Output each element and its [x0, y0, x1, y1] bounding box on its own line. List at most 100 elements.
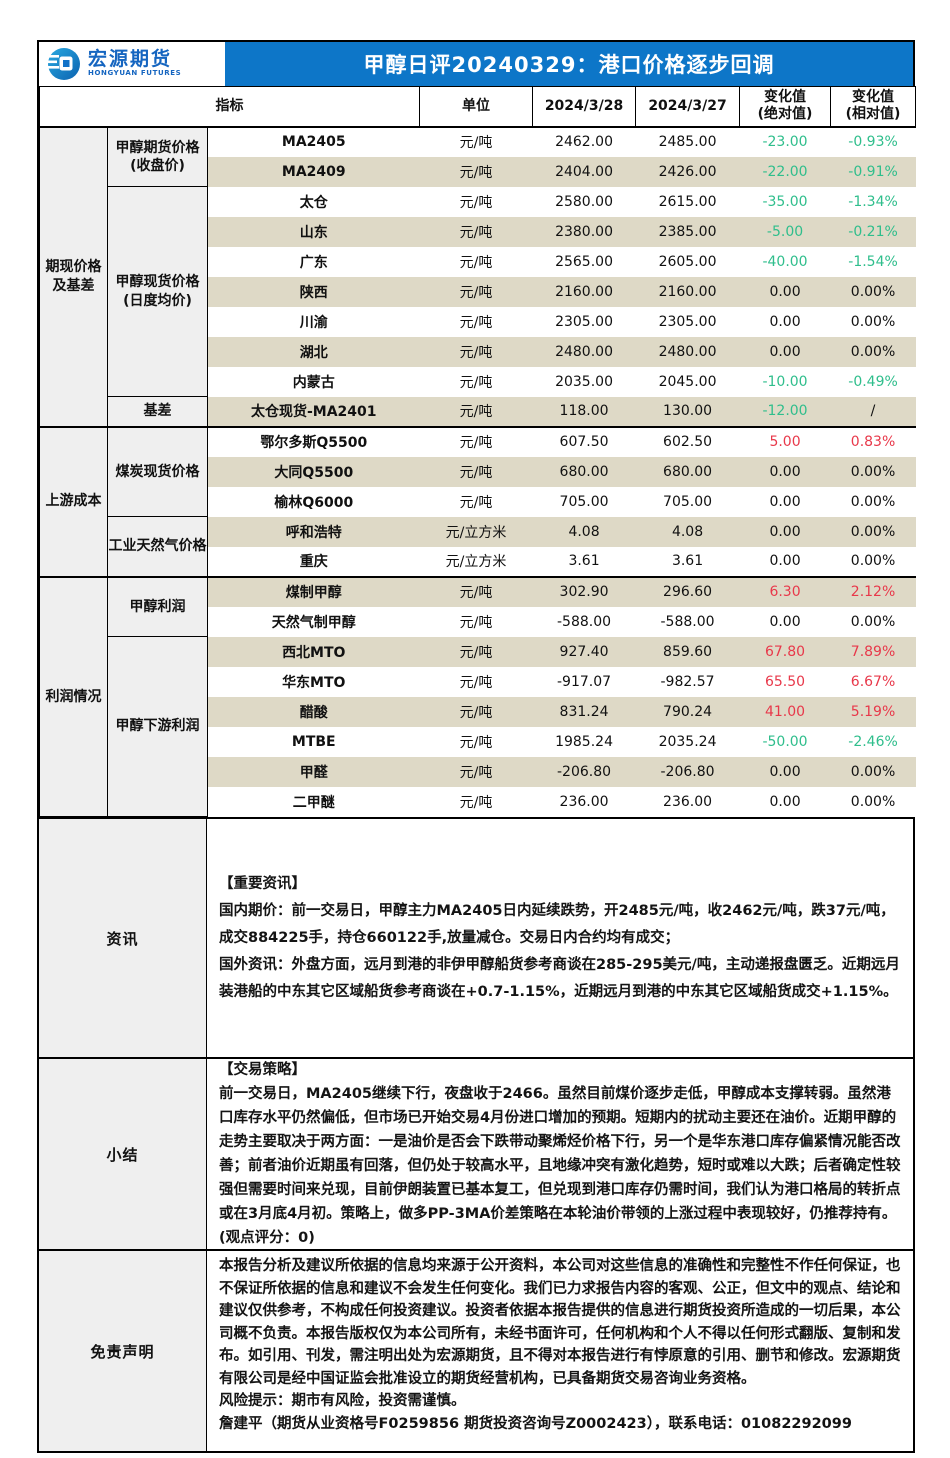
value-current-cell: 4.08: [532, 516, 636, 547]
value-current-cell: 302.90: [532, 575, 636, 607]
value-previous-cell: 2035.24: [635, 726, 740, 757]
col-header-unit: 单位: [419, 86, 534, 128]
unit-cell: 元/吨: [419, 216, 533, 247]
value-previous-cell: -206.80: [635, 756, 740, 787]
change-abs-cell: 5.00: [739, 425, 831, 457]
value-previous-cell: 2480.00: [635, 336, 740, 367]
unit-cell: 元/吨: [419, 306, 533, 337]
change-abs-cell: 0.00: [739, 456, 831, 487]
indicator-cell: 大同Q5500: [207, 456, 420, 487]
indicator-cell: 呼和浩特: [207, 516, 420, 547]
unit-cell: 元/吨: [419, 456, 533, 487]
indicator-cell: 湖北: [207, 336, 420, 367]
value-previous-cell: 705.00: [635, 486, 740, 517]
change-rel-cell: 0.00%: [830, 606, 916, 637]
indicator-cell: 二甲醚: [207, 786, 420, 817]
value-current-cell: -206.80: [532, 756, 636, 787]
change-abs-cell: 0.00: [739, 516, 831, 547]
value-previous-cell: 2385.00: [635, 216, 740, 247]
table-row: 甲醛 元/吨 -206.80 -206.80 0.00 0.00%: [40, 756, 916, 787]
table-row: 甲醇下游利润 西北MTO 元/吨 927.40 859.60 67.80 7.89%: [40, 636, 916, 817]
unit-cell: 元/吨: [419, 425, 533, 457]
change-abs-cell: -40.00: [739, 246, 831, 277]
value-current-cell: 2580.00: [532, 186, 636, 217]
col-header-date2: 2024/3/27: [635, 86, 741, 128]
unit-cell: 元/吨: [419, 696, 533, 727]
unit-cell: 元/吨: [419, 486, 533, 517]
indicator-cell: 鄂尔多斯Q5500: [207, 425, 420, 457]
value-previous-cell: 236.00: [635, 786, 740, 817]
unit-cell: 元/吨: [419, 726, 533, 757]
change-abs-cell: 0.00: [739, 306, 831, 337]
indicator-cell: 川渝: [207, 306, 420, 337]
note-paragraph: 前一交易日，MA2405继续下行，夜盘收于2466。虽然目前煤价逐步走低，甲醇成…: [219, 1086, 901, 1246]
group-label: 工业天然气价格: [107, 516, 208, 577]
table-row: 川渝 元/吨 2305.00 2305.00 0.00 0.00%: [40, 306, 916, 337]
change-rel-cell: 0.00%: [830, 486, 916, 517]
change-rel-cell: -1.34%: [830, 186, 916, 217]
value-current-cell: 831.24: [532, 696, 636, 727]
group-label: 甲醇期货价格 (收盘价): [107, 126, 208, 187]
value-current-cell: 2380.00: [532, 216, 636, 247]
value-current-cell: 236.00: [532, 786, 636, 817]
change-rel-cell: -0.21%: [830, 216, 916, 247]
table-row: 甲醇现货价格 (日度均价) 太仓 元/吨 2580.00 2615.00 -35.00 -1…: [40, 186, 916, 397]
value-previous-cell: 2485.00: [635, 126, 740, 157]
value-previous-cell: 2615.00: [635, 186, 740, 217]
value-previous-cell: 680.00: [635, 456, 740, 487]
table-row: 榆林Q6000 元/吨 705.00 705.00 0.00 0.00%: [40, 486, 916, 517]
value-current-cell: 118.00: [532, 396, 636, 427]
table-row: 基差 太仓现货-MA2401 元/吨 118.00 130.00 -12.00/: [40, 396, 916, 427]
table-row: 天然气制甲醇 元/吨 -588.00 -588.00 0.00 0.00%: [40, 606, 916, 637]
change-abs-cell: -22.00: [739, 156, 831, 187]
unit-cell: 元/吨: [419, 636, 533, 667]
indicator-cell: 山东: [207, 216, 420, 247]
group-label: 甲醇下游利润: [107, 636, 208, 817]
value-current-cell: 2305.00: [532, 306, 636, 337]
value-previous-cell: 2045.00: [635, 366, 740, 397]
change-rel-cell: 0.00%: [830, 516, 916, 547]
change-rel-cell: 0.00%: [830, 756, 916, 787]
notes-area: 资讯 【重要资讯】 国内期价：前一交易日，甲醇主力MA2405日内延续跌势，开248…: [39, 817, 913, 1451]
unit-cell: 元/吨: [419, 186, 533, 217]
change-rel-cell: 0.00%: [830, 276, 916, 307]
unit-cell: 元/立方米: [419, 516, 533, 547]
change-rel-cell: -0.91%: [830, 156, 916, 187]
change-rel-cell: -1.54%: [830, 246, 916, 277]
note-section-info: 资讯 【重要资讯】 国内期价：前一交易日，甲醇主力MA2405日内延续跌势，开248…: [39, 817, 913, 1057]
value-current-cell: 2160.00: [532, 276, 636, 307]
value-current-cell: 2035.00: [532, 366, 636, 397]
indicator-table: 指标 单位 2024/3/28 2024/3/27 变化值 (绝对值) 变化值 …: [38, 86, 917, 817]
table-row: 上游成本 煤炭现货价格 鄂尔多斯Q5500 元/吨 607.50 602.50 5.00 0.…: [39, 425, 916, 577]
change-rel-cell: 0.83%: [830, 425, 916, 457]
unit-cell: 元/吨: [419, 756, 533, 787]
indicator-cell: 榆林Q6000: [207, 486, 420, 517]
indicator-cell: MA2409: [207, 156, 420, 187]
section-label: 期现价格 及基差: [39, 126, 108, 427]
unit-cell: 元/吨: [419, 606, 533, 637]
value-current-cell: -917.07: [532, 666, 636, 697]
note-section-label: 资讯: [39, 819, 207, 1057]
note-section-label: 小结: [39, 1059, 207, 1249]
change-abs-cell: -5.00: [739, 216, 831, 247]
change-abs-cell: 0.00: [739, 786, 831, 817]
unit-cell: 元/吨: [419, 396, 533, 427]
page-title: 甲醇日评20240329：港口价格逐步回调: [363, 53, 775, 77]
value-previous-cell: 3.61: [635, 546, 740, 577]
unit-cell: 元/吨: [419, 276, 533, 307]
table-row: 二甲醚 元/吨 236.00 236.00 0.00 0.00%: [40, 786, 916, 817]
value-current-cell: 680.00: [532, 456, 636, 487]
change-rel-cell: 0.00%: [830, 546, 916, 577]
change-abs-cell: 0.00: [739, 336, 831, 367]
change-rel-cell: 5.19%: [830, 696, 916, 727]
indicator-cell: 内蒙古: [207, 366, 420, 397]
note-paragraph: 本报告分析及建议所依据的信息均来源于公开资料，本公司对这些信息的准确性和完整性不…: [219, 1258, 901, 1387]
logo-text-en: HONGYUAN FUTURES: [88, 69, 182, 78]
value-previous-cell: 859.60: [635, 636, 740, 667]
change-abs-cell: 41.00: [739, 696, 831, 727]
value-previous-cell: 790.24: [635, 696, 740, 727]
indicator-cell: MA2405: [207, 126, 420, 157]
indicator-cell: 西北MTO: [207, 636, 420, 667]
unit-cell: 元/吨: [419, 336, 533, 367]
change-rel-cell: -0.49%: [830, 366, 916, 397]
